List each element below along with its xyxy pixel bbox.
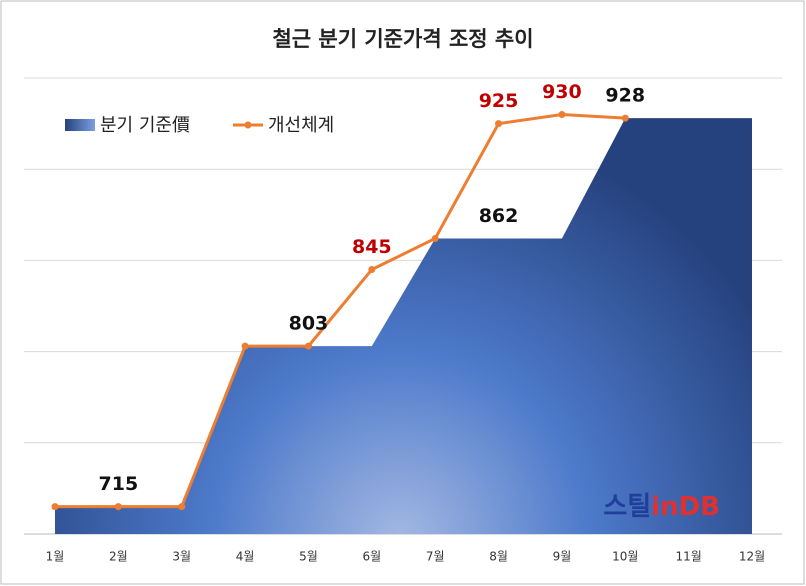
data-label: 845 <box>352 236 392 258</box>
x-tick-label: 5월 <box>299 550 318 564</box>
x-tick-label: 10월 <box>612 550 638 564</box>
marker <box>51 503 59 511</box>
marker <box>431 235 439 243</box>
data-label: 925 <box>479 90 519 112</box>
area <box>55 118 752 535</box>
legend-swatch <box>65 119 95 131</box>
marker <box>621 114 629 122</box>
data-label: 862 <box>479 205 519 227</box>
x-tick-label: 1월 <box>46 550 65 564</box>
x-tick-label: 9월 <box>553 550 572 564</box>
data-label: 803 <box>289 313 329 335</box>
x-tick-label: 6월 <box>362 550 381 564</box>
watermark: 스틸inDB <box>603 492 720 522</box>
x-tick-label: 12월 <box>739 550 765 564</box>
legend-label: 분기 기준價 <box>100 115 190 136</box>
marker <box>241 342 249 350</box>
watermark-part: 스틸 <box>603 492 651 522</box>
marker <box>558 110 566 118</box>
marker <box>178 503 186 511</box>
legend-swatch <box>244 121 252 129</box>
x-tick-label: 11월 <box>675 550 701 564</box>
line <box>55 112 626 509</box>
x-tick-label: 2월 <box>109 550 128 564</box>
data-label: 928 <box>605 85 645 107</box>
x-tick-label: 4월 <box>236 550 255 564</box>
marker <box>368 266 376 274</box>
x-tick-label: 8월 <box>489 550 508 564</box>
x-tick-label: 3월 <box>172 550 191 564</box>
watermark-part: DB <box>679 492 720 522</box>
legend-label: 개선체계 <box>268 115 334 136</box>
x-tick-label: 7월 <box>426 550 445 564</box>
data-label: 930 <box>542 81 582 103</box>
data-label: 715 <box>99 473 139 495</box>
marker <box>114 503 122 511</box>
marker <box>304 342 312 350</box>
watermark-part: in <box>651 492 678 522</box>
marker <box>495 120 503 128</box>
chart-title: 철근 분기 기준가격 조정 추이 <box>272 27 533 51</box>
